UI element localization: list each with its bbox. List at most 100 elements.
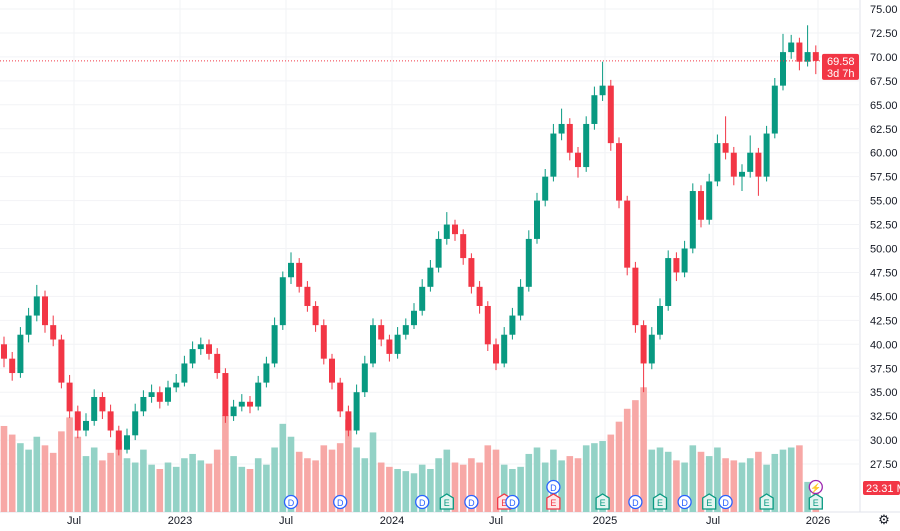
- candle-body: [648, 334, 655, 364]
- volume-bar: [90, 447, 98, 512]
- earnings-marker[interactable]: E: [546, 493, 561, 510]
- dividend-marker[interactable]: D: [718, 494, 733, 510]
- candle-body: [788, 42, 795, 53]
- volume-bar: [377, 462, 385, 512]
- volume-bar: [140, 449, 147, 512]
- dividend-marker[interactable]: D: [546, 479, 561, 495]
- dividend-marker[interactable]: D: [415, 494, 430, 510]
- marker-label: D: [632, 498, 639, 508]
- candle-body: [599, 85, 606, 96]
- y-tick-label: 30.00: [870, 435, 898, 447]
- volume-bar: [304, 458, 311, 512]
- dividend-marker[interactable]: D: [677, 494, 692, 510]
- volume-bar: [804, 481, 811, 512]
- volume-bar: [484, 445, 492, 512]
- volume-bar: [607, 434, 615, 512]
- candle-body: [665, 258, 672, 306]
- volume-bar: [320, 445, 328, 512]
- candle-body: [525, 238, 532, 287]
- volume-bar: [41, 445, 49, 512]
- volume-bar: [673, 460, 680, 512]
- marker-label: D: [550, 483, 557, 493]
- dividend-marker[interactable]: D: [283, 494, 299, 510]
- earnings-marker[interactable]: E: [652, 493, 668, 510]
- x-tick-label: Jul: [67, 515, 81, 527]
- volume-bar: [17, 443, 24, 512]
- candle-body: [657, 305, 663, 335]
- marker-shape: [759, 493, 774, 510]
- volume-bar: [238, 466, 246, 512]
- candle-body: [558, 123, 565, 134]
- marker-label: D: [468, 498, 475, 508]
- candle-body: [452, 224, 458, 235]
- volume-bar: [787, 447, 795, 512]
- marker-label: D: [288, 498, 295, 508]
- candle-body: [50, 325, 57, 340]
- volume-bar: [697, 451, 705, 512]
- candle-body: [181, 363, 188, 383]
- candle-body: [33, 296, 40, 316]
- volume-bar: [386, 466, 393, 512]
- x-tick-label: Jul: [279, 515, 293, 527]
- candle-body: [550, 133, 557, 177]
- dividend-marker[interactable]: D: [628, 494, 643, 510]
- marker-label: ⚡: [810, 482, 821, 494]
- marker-label: E: [501, 498, 507, 508]
- candle-body: [812, 52, 819, 61]
- y-tick-label: 42.50: [870, 315, 898, 327]
- marker-shape: [808, 479, 823, 495]
- volume-bar: [418, 464, 426, 512]
- volume-bar: [181, 458, 188, 512]
- candle-body: [1, 344, 7, 359]
- earnings-marker[interactable]: E: [702, 493, 717, 510]
- volume-bar: [8, 434, 16, 512]
- candle-body: [91, 396, 98, 421]
- candle-body: [476, 286, 483, 306]
- gear-icon[interactable]: ⚙: [878, 512, 890, 527]
- candle-body: [42, 296, 48, 326]
- dividend-marker[interactable]: D: [505, 494, 520, 510]
- y-tick-label: 65.00: [870, 100, 898, 112]
- earnings-marker[interactable]: E: [595, 493, 610, 510]
- volume-bar: [615, 421, 623, 512]
- volume-bar: [99, 460, 106, 512]
- volume-bar: [427, 468, 434, 512]
- marker-shape: [505, 494, 520, 510]
- bolt-icon[interactable]: ⚡: [808, 479, 823, 495]
- candle-body: [427, 267, 434, 287]
- dividend-marker[interactable]: D: [333, 494, 348, 510]
- candle-body: [296, 262, 303, 287]
- volume-bar: [328, 449, 336, 512]
- candle-body: [493, 344, 499, 364]
- dividend-marker[interactable]: D: [464, 494, 479, 510]
- volume-bar: [345, 419, 352, 512]
- x-tick-label: Jul: [706, 515, 720, 527]
- earnings-marker[interactable]: E: [759, 493, 774, 510]
- candle-body: [304, 286, 311, 306]
- candle-body: [271, 325, 278, 364]
- volume-bar: [509, 468, 516, 512]
- earnings-marker[interactable]: E: [439, 493, 454, 510]
- volume-bar: [574, 458, 582, 512]
- candle-body: [337, 382, 344, 412]
- volume-bar: [722, 458, 729, 512]
- candle-body: [640, 325, 647, 364]
- marker-label: D: [337, 498, 344, 508]
- earnings-marker[interactable]: E: [808, 493, 823, 510]
- candle-body: [140, 396, 147, 412]
- candle-body: [230, 406, 237, 417]
- volume-bar: [49, 452, 57, 512]
- candle-body: [74, 411, 81, 431]
- marker-shape: [283, 494, 299, 510]
- volume-bar: [640, 387, 647, 512]
- candle-body: [156, 392, 163, 402]
- volume-bar: [66, 417, 73, 512]
- volume-bar: [172, 466, 180, 512]
- marker-label: D: [419, 498, 426, 508]
- volume-bar: [58, 431, 65, 512]
- candle-body: [58, 339, 65, 383]
- candle-body: [763, 133, 770, 177]
- volume-bar: [82, 456, 90, 512]
- last-price-value: 69.58: [827, 56, 855, 68]
